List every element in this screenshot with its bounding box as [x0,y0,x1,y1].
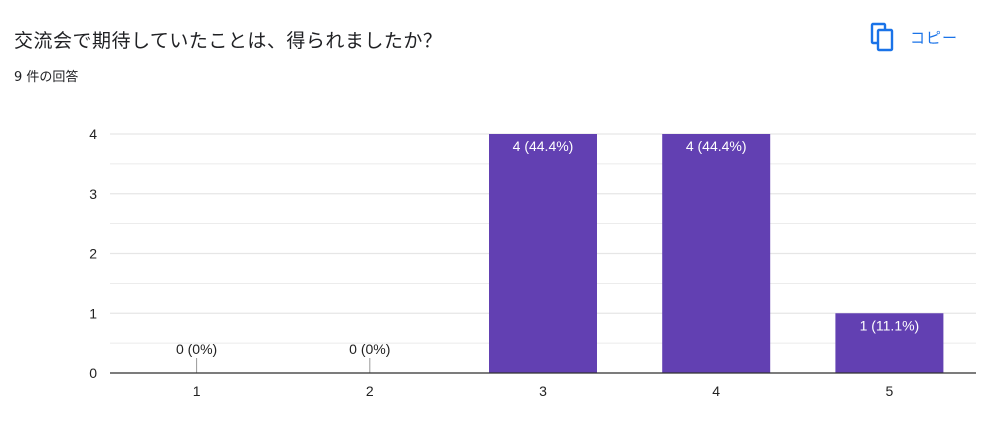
data-label: 0 (0%) [349,341,390,357]
x-tick-label: 2 [366,383,374,399]
data-label: 4 (44.4%) [686,138,747,154]
data-label: 0 (0%) [176,341,217,357]
bar[interactable] [489,134,597,373]
copy-button[interactable]: コピー [870,20,980,54]
response-count: 9 件の回答 [14,70,79,85]
question-title: 交流会で期待していたことは、得られましたか？ [14,30,443,52]
x-axis-ticks: 1 2 3 4 5 [193,383,894,399]
bar[interactable] [835,313,944,373]
y-tick-label: 1 [89,305,97,321]
y-axis-ticks: 0 1 2 3 4 [89,126,97,381]
bars: 0 (0%) 0 (0%) 4 (44.4%) 4 (44.4%) 1 (11.1%) [176,134,944,373]
copy-icon [870,22,896,52]
x-tick-label: 1 [193,383,201,399]
y-tick-label: 0 [89,365,97,381]
copy-button-label: コピー [910,29,959,47]
y-tick-label: 3 [89,186,97,202]
x-tick-label: 3 [539,383,547,399]
x-tick-label: 4 [712,383,720,399]
x-tick-label: 5 [886,383,894,399]
y-tick-label: 4 [89,126,97,142]
bar[interactable] [662,134,771,373]
data-label: 1 (11.1%) [860,317,920,333]
data-label: 4 (44.4%) [513,138,574,154]
y-tick-label: 2 [89,246,97,262]
